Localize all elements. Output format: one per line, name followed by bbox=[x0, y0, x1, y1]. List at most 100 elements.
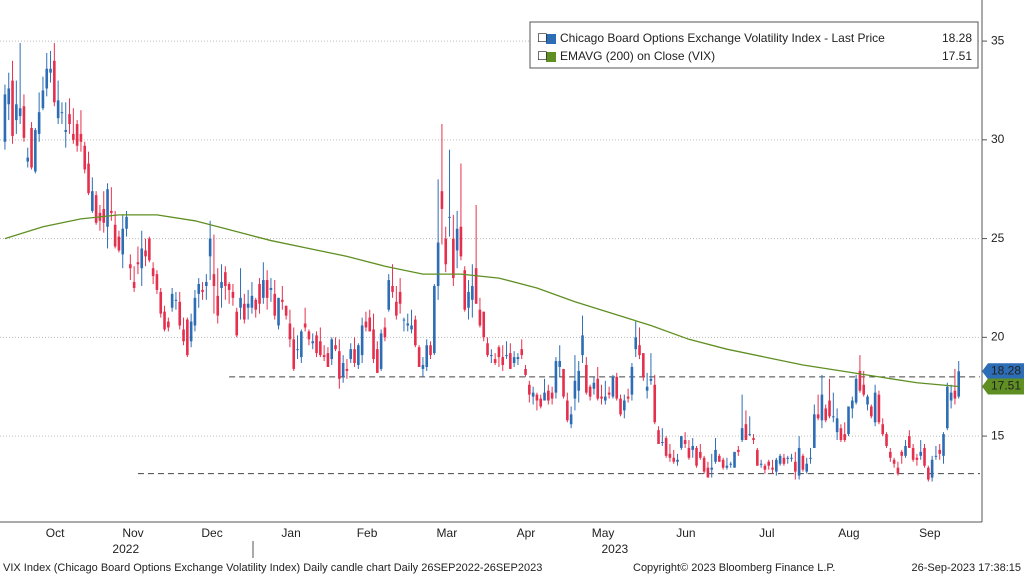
candle-body bbox=[934, 455, 938, 457]
candle-body bbox=[729, 463, 733, 465]
candle-body bbox=[391, 285, 394, 292]
candle-body bbox=[273, 293, 277, 316]
candle-body bbox=[607, 392, 611, 395]
candle-body bbox=[3, 94, 7, 142]
candle-body bbox=[550, 392, 554, 399]
candle-body bbox=[486, 343, 489, 356]
candle-body bbox=[569, 414, 573, 425]
candle-body bbox=[756, 449, 759, 466]
candle-body bbox=[444, 238, 448, 265]
candle-body bbox=[885, 434, 888, 446]
candle-body bbox=[509, 353, 512, 369]
candle-body bbox=[15, 104, 18, 121]
candle-body bbox=[292, 339, 296, 369]
y-tick-label: 35 bbox=[991, 33, 1005, 47]
candle-body bbox=[307, 331, 311, 340]
candle-body bbox=[34, 129, 37, 172]
candle-body bbox=[873, 392, 877, 423]
candle-body bbox=[809, 457, 812, 459]
candle-body bbox=[41, 90, 45, 109]
candle-body bbox=[683, 440, 687, 444]
candle-body bbox=[892, 459, 896, 464]
candle-body bbox=[125, 216, 128, 229]
candle-body bbox=[45, 68, 49, 89]
x-tick-label: Jul bbox=[759, 526, 774, 540]
x-tick-label: Dec bbox=[201, 526, 222, 540]
candle-body bbox=[824, 408, 828, 421]
candle-body bbox=[843, 434, 847, 441]
candle-body bbox=[56, 100, 60, 119]
candle-body bbox=[94, 195, 98, 223]
candle-body bbox=[353, 349, 356, 364]
candle-body bbox=[159, 291, 163, 314]
candle-body bbox=[767, 461, 771, 466]
candle-body bbox=[429, 345, 432, 356]
candle-body bbox=[623, 400, 626, 411]
candle-body bbox=[813, 414, 816, 448]
candle-body bbox=[258, 284, 261, 304]
candle-body bbox=[140, 248, 144, 269]
candle-body bbox=[752, 438, 755, 441]
candle-body bbox=[189, 321, 193, 342]
candle-body bbox=[414, 319, 417, 346]
plot-area bbox=[0, 40, 982, 482]
legend-box bbox=[529, 21, 979, 69]
candle-body bbox=[246, 303, 250, 308]
last-value-tag bbox=[982, 378, 1024, 395]
last-value-tag bbox=[982, 363, 1024, 380]
candle-body bbox=[360, 325, 364, 356]
candle-body bbox=[786, 457, 790, 459]
legend-swatch bbox=[546, 34, 556, 44]
candle-body bbox=[653, 384, 657, 423]
candle-body bbox=[763, 465, 767, 470]
candle-body bbox=[911, 447, 915, 460]
candle-body bbox=[148, 238, 151, 261]
candle-body bbox=[668, 453, 672, 458]
candle-body bbox=[949, 392, 953, 401]
candle-body bbox=[858, 370, 862, 391]
candle-body bbox=[691, 445, 695, 450]
candle-body bbox=[832, 416, 835, 418]
candle-body bbox=[186, 319, 189, 356]
candle-body bbox=[319, 341, 322, 356]
candle-body bbox=[326, 353, 330, 367]
candle-body bbox=[581, 335, 584, 356]
candle-body bbox=[870, 406, 873, 417]
candle-body bbox=[828, 400, 831, 417]
candle-body bbox=[562, 368, 565, 397]
ema-line bbox=[4, 214, 959, 388]
candle-body bbox=[759, 463, 763, 465]
candle-body bbox=[376, 349, 379, 373]
candle-body bbox=[512, 357, 516, 364]
candle-body bbox=[672, 457, 676, 462]
candle-body bbox=[208, 238, 212, 257]
candle-body bbox=[490, 355, 493, 357]
candle-body bbox=[816, 414, 820, 419]
candle-body bbox=[908, 436, 911, 448]
candle-body bbox=[528, 384, 531, 395]
candle-body bbox=[775, 459, 778, 472]
footer-center: Copyright© 2023 Bloomberg Finance L.P. bbox=[633, 562, 835, 574]
candle-body bbox=[611, 376, 615, 397]
candle-body bbox=[338, 351, 341, 379]
y-tick-label: 30 bbox=[991, 132, 1005, 146]
x-tick-label: Jun bbox=[676, 526, 695, 540]
candle-body bbox=[49, 68, 52, 73]
candle-body bbox=[588, 386, 592, 397]
candle-body bbox=[585, 364, 588, 393]
candle-body bbox=[300, 331, 303, 358]
candle-body bbox=[927, 467, 930, 480]
candle-body bbox=[619, 398, 622, 415]
candle-body bbox=[163, 311, 166, 330]
candle-body bbox=[794, 461, 797, 472]
candle-body bbox=[497, 347, 501, 358]
candle-body bbox=[205, 282, 208, 286]
candle-body bbox=[695, 447, 698, 466]
candle-body bbox=[167, 321, 170, 328]
candle-body bbox=[942, 434, 945, 456]
candle-body bbox=[91, 191, 94, 211]
candle-body bbox=[820, 394, 824, 421]
candle-body bbox=[368, 317, 372, 332]
candle-body bbox=[835, 418, 839, 433]
